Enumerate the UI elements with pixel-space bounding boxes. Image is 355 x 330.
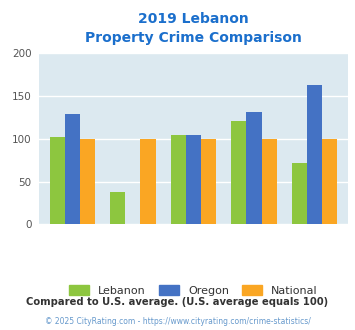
Bar [201, 139, 216, 224]
Bar [171, 135, 186, 224]
Bar [50, 137, 65, 224]
Bar [292, 163, 307, 224]
Bar [307, 84, 322, 224]
Text: Compared to U.S. average. (U.S. average equals 100): Compared to U.S. average. (U.S. average … [26, 297, 329, 307]
Text: © 2025 CityRating.com - https://www.cityrating.com/crime-statistics/: © 2025 CityRating.com - https://www.city… [45, 317, 310, 326]
Bar [231, 121, 246, 224]
Bar [186, 135, 201, 224]
Bar [110, 192, 125, 224]
Legend: Lebanon, Oregon, National: Lebanon, Oregon, National [66, 281, 321, 299]
Bar [246, 112, 262, 224]
Bar [80, 139, 95, 224]
Bar [262, 139, 277, 224]
Bar [322, 139, 337, 224]
Title: 2019 Lebanon
Property Crime Comparison: 2019 Lebanon Property Crime Comparison [85, 12, 302, 45]
Bar [65, 114, 80, 224]
Bar [141, 139, 155, 224]
